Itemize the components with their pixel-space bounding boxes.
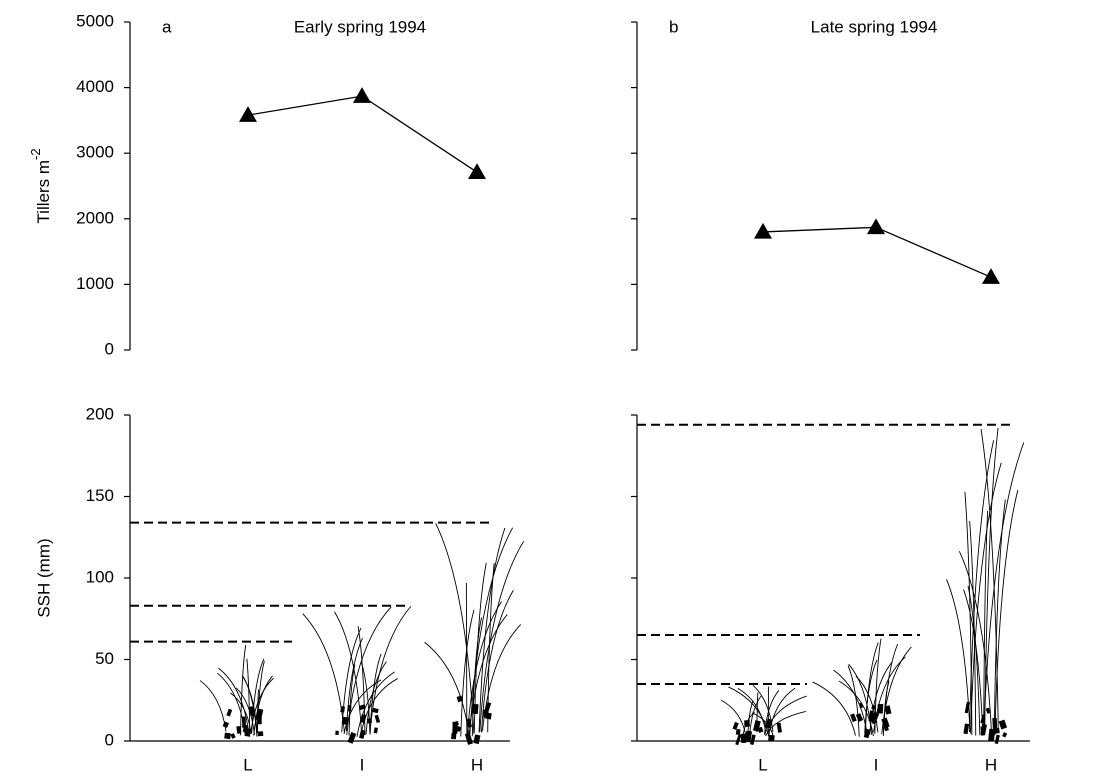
panel-title: Late spring 1994 xyxy=(811,17,938,36)
grass-blade xyxy=(765,696,807,735)
y-tick-label: 50 xyxy=(95,649,114,668)
grass-sheath xyxy=(768,735,775,741)
grass-blade xyxy=(303,614,345,733)
x-tick-label: L xyxy=(758,755,767,774)
grass-sheath xyxy=(360,714,366,723)
x-tick-label: H xyxy=(985,755,997,774)
y-axis-label: SSH (mm) xyxy=(34,538,53,617)
grass-sheath xyxy=(744,720,750,727)
grass-sheath xyxy=(452,722,458,734)
grass-sheath xyxy=(374,727,378,733)
grass-sheath xyxy=(963,723,969,734)
grass-sheath xyxy=(340,706,345,712)
grass-sheath xyxy=(451,733,456,739)
grass-clump xyxy=(425,523,524,745)
grass-blade xyxy=(200,680,226,731)
grass-sheath xyxy=(732,722,738,730)
x-tick-label: I xyxy=(360,755,365,774)
y-tick-label: 2000 xyxy=(76,208,114,227)
grass-sheath xyxy=(1002,732,1007,737)
grass-blade xyxy=(425,642,469,735)
grass-blade xyxy=(813,682,856,736)
y-axis-label-sup: -2 xyxy=(28,148,43,160)
triangle-marker xyxy=(353,87,371,103)
x-tick-label: I xyxy=(874,755,879,774)
panel-title: Early spring 1994 xyxy=(294,17,426,36)
triangle-marker xyxy=(468,163,486,179)
y-tick-label: 4000 xyxy=(76,77,114,96)
grass-sheath xyxy=(348,705,351,711)
grass-sheath xyxy=(359,730,365,739)
y-tick-label: 5000 xyxy=(76,11,114,30)
y-tick-label: 200 xyxy=(86,404,114,423)
grass-sheath xyxy=(995,735,1000,744)
grass-sheath xyxy=(485,712,492,719)
grass-sheath xyxy=(735,734,741,745)
grass-sheath xyxy=(856,713,863,722)
grass-sheath xyxy=(473,704,479,714)
y-tick-label: 0 xyxy=(105,730,114,749)
grass-blade xyxy=(470,528,513,734)
grass-sheath xyxy=(859,703,863,708)
grass-sheath xyxy=(981,726,985,735)
grass-sheath xyxy=(777,723,782,733)
tillers-line xyxy=(248,96,477,172)
panel-label: b xyxy=(669,17,678,36)
grass-sheath xyxy=(226,709,232,717)
grass-sheath xyxy=(736,729,741,735)
y-tick-label: 100 xyxy=(86,567,114,586)
grass-sheath xyxy=(257,731,263,736)
grass-sheath xyxy=(885,705,892,714)
y-tick-label: 0 xyxy=(105,339,114,358)
grass-sheath xyxy=(877,704,883,714)
triangle-marker xyxy=(867,218,885,234)
triangle-marker xyxy=(982,268,1000,284)
x-tick-label: L xyxy=(243,755,252,774)
grass-blade xyxy=(461,610,474,737)
grass-sheath xyxy=(230,733,235,739)
y-tick-label: 1000 xyxy=(76,274,114,293)
grass-sheath xyxy=(473,734,480,744)
grass-sheath xyxy=(335,731,339,735)
triangle-marker xyxy=(754,223,772,239)
x-tick-label: H xyxy=(471,755,483,774)
grass-blade xyxy=(995,490,1018,735)
grass-blade xyxy=(436,523,474,734)
grass-sheath xyxy=(342,717,349,725)
grass-sheath xyxy=(375,715,381,723)
grass-blade xyxy=(769,688,795,734)
grass-blade xyxy=(370,606,411,732)
grass-clump xyxy=(947,428,1024,744)
grass-clump xyxy=(303,606,411,744)
grass-sheath xyxy=(999,720,1007,730)
y-axis-label: Tillers m-2 xyxy=(28,148,53,223)
grass-blade xyxy=(721,700,746,735)
grass-blade xyxy=(251,678,274,734)
tillers-line xyxy=(763,227,991,277)
grass-sheath xyxy=(255,708,263,720)
grass-sheath xyxy=(465,733,473,745)
grass-blade xyxy=(874,657,906,732)
y-tick-label: 150 xyxy=(86,486,114,505)
grass-clump xyxy=(721,685,806,745)
grass-clump xyxy=(813,639,912,738)
panel-label: a xyxy=(162,17,172,36)
grass-clump xyxy=(200,645,274,739)
grass-sheath xyxy=(224,733,231,739)
grass-sheath xyxy=(372,708,379,713)
grass-sheath xyxy=(223,721,229,727)
y-tick-label: 3000 xyxy=(76,143,114,162)
grass-sheath xyxy=(992,718,997,730)
y-axis-label-text: Tillers m xyxy=(34,160,53,224)
grass-blade xyxy=(834,670,868,735)
grass-blade xyxy=(984,443,1024,734)
